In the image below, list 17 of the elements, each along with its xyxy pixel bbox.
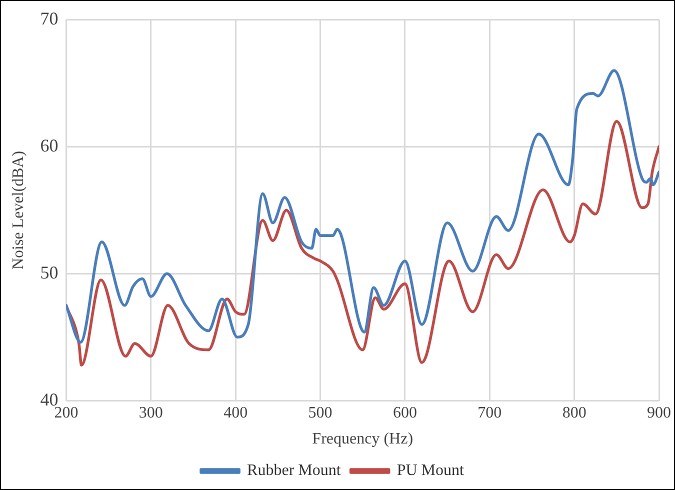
y-tick-label: 60 xyxy=(40,135,58,156)
x-tick-label: 300 xyxy=(138,404,163,422)
y-tick-label: 70 xyxy=(40,8,58,29)
line-series xyxy=(66,120,659,366)
x-tick-label: 800 xyxy=(562,404,586,422)
legend-label: Rubber Mount xyxy=(247,462,342,480)
y-axis-title: Noise Level(dBA) xyxy=(10,150,27,270)
line-series xyxy=(66,69,659,344)
x-tick-label: 500 xyxy=(308,404,332,422)
x-tick-label: 900 xyxy=(647,404,671,422)
x-tick-label: 200 xyxy=(54,404,78,422)
x-axis-title: Frequency (Hz) xyxy=(312,430,414,448)
x-tick-label: 700 xyxy=(478,404,502,422)
x-tick-label: 600 xyxy=(392,404,417,422)
x-tick-label: 400 xyxy=(224,404,248,422)
y-tick-label: 50 xyxy=(40,262,58,282)
legend-label: PU Mount xyxy=(396,462,465,480)
